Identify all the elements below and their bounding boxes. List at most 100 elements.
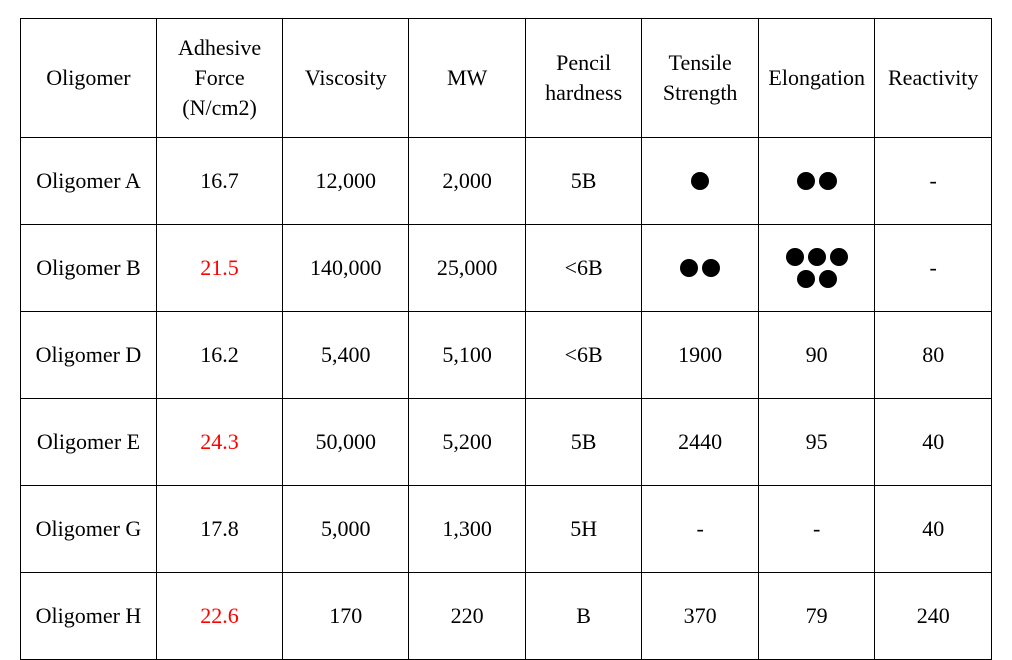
table-cell: 16.2 <box>156 312 282 399</box>
column-header: Adhesive Force (N/cm2) <box>156 19 282 138</box>
table-cell: 16.7 <box>156 138 282 225</box>
cell-value: 5,100 <box>442 342 492 367</box>
table-cell: 22.6 <box>156 573 282 660</box>
cell-value: - <box>930 255 937 280</box>
table-cell: 24.3 <box>156 399 282 486</box>
cell-value: 5,400 <box>321 342 371 367</box>
dot-icon <box>786 248 804 266</box>
table-cell: 50,000 <box>283 399 409 486</box>
cell-value: 2440 <box>678 429 722 454</box>
table-row: Oligomer A16.712,0002,0005B- <box>21 138 992 225</box>
cell-value: 40 <box>922 516 944 541</box>
column-header: Pencil hardness <box>525 19 642 138</box>
cell-value: Oligomer E <box>37 429 140 454</box>
table-header-row: OligomerAdhesive Force (N/cm2)ViscosityM… <box>21 19 992 138</box>
table-cell <box>642 225 759 312</box>
table-cell: 1,300 <box>409 486 526 573</box>
table-row: Oligomer E24.350,0005,2005B24409540 <box>21 399 992 486</box>
cell-value: Oligomer D <box>36 342 142 367</box>
cell-value: 24.3 <box>200 429 239 454</box>
dot-icon <box>680 259 698 277</box>
cell-value: - <box>930 168 937 193</box>
table-cell: 80 <box>875 312 992 399</box>
table-cell: B <box>525 573 642 660</box>
table-cell: Oligomer D <box>21 312 157 399</box>
table-row: Oligomer D16.25,4005,100<6B19009080 <box>21 312 992 399</box>
rating-dots <box>765 246 869 290</box>
column-header: Reactivity <box>875 19 992 138</box>
dot-icon <box>691 172 709 190</box>
cell-value: 17.8 <box>200 516 239 541</box>
table-cell: 5B <box>525 399 642 486</box>
cell-value: 240 <box>917 603 950 628</box>
table-cell: Oligomer H <box>21 573 157 660</box>
cell-value: 79 <box>806 603 828 628</box>
table-cell: Oligomer B <box>21 225 157 312</box>
cell-value: - <box>697 516 704 541</box>
cell-value: 1900 <box>678 342 722 367</box>
cell-value: 80 <box>922 342 944 367</box>
cell-value: 5B <box>571 168 597 193</box>
table-cell: 5,100 <box>409 312 526 399</box>
cell-value: 140,000 <box>310 255 382 280</box>
cell-value: 40 <box>922 429 944 454</box>
table-cell <box>642 138 759 225</box>
table-cell <box>758 138 875 225</box>
table-cell: Oligomer G <box>21 486 157 573</box>
table-cell: 5H <box>525 486 642 573</box>
table-cell: 5B <box>525 138 642 225</box>
dot-icon <box>702 259 720 277</box>
table-cell: 240 <box>875 573 992 660</box>
table-cell: 5,200 <box>409 399 526 486</box>
cell-value: 2,000 <box>442 168 492 193</box>
table-cell: - <box>875 138 992 225</box>
cell-value: 5H <box>570 516 597 541</box>
cell-value: Oligomer G <box>36 516 142 541</box>
table-cell: 170 <box>283 573 409 660</box>
table-cell <box>758 225 875 312</box>
dot-icon <box>797 270 815 288</box>
cell-value: B <box>576 603 591 628</box>
cell-value: 16.7 <box>200 168 239 193</box>
table-cell: 40 <box>875 486 992 573</box>
rating-dots <box>648 257 752 279</box>
cell-value: 5,000 <box>321 516 371 541</box>
cell-value: Oligomer B <box>36 255 141 280</box>
oligomer-properties-table: OligomerAdhesive Force (N/cm2)ViscosityM… <box>20 18 992 660</box>
table-cell: 1900 <box>642 312 759 399</box>
table-cell: 5,400 <box>283 312 409 399</box>
table-cell: 2440 <box>642 399 759 486</box>
cell-value: Oligomer H <box>36 603 142 628</box>
dot-icon <box>808 248 826 266</box>
table-cell: 25,000 <box>409 225 526 312</box>
column-header: Viscosity <box>283 19 409 138</box>
table-cell: 370 <box>642 573 759 660</box>
table-row: Oligomer H 22.6170 220 B 370 79 240 <box>21 573 992 660</box>
cell-value: 5,200 <box>442 429 492 454</box>
cell-value: <6B <box>565 255 603 280</box>
table-cell: Oligomer E <box>21 399 157 486</box>
cell-value: 90 <box>806 342 828 367</box>
cell-value: 5B <box>571 429 597 454</box>
rating-dots <box>765 170 869 192</box>
cell-value: 220 <box>451 603 484 628</box>
table-cell: - <box>875 225 992 312</box>
cell-value: 25,000 <box>437 255 498 280</box>
dot-icon <box>797 172 815 190</box>
cell-value: 21.5 <box>200 255 239 280</box>
table-cell: - <box>642 486 759 573</box>
table-cell: 40 <box>875 399 992 486</box>
cell-value: 16.2 <box>200 342 239 367</box>
column-header: Oligomer <box>21 19 157 138</box>
column-header: Elongation <box>758 19 875 138</box>
table-cell: 90 <box>758 312 875 399</box>
cell-value: 1,300 <box>442 516 492 541</box>
cell-value: 12,000 <box>316 168 377 193</box>
table-row: Oligomer G 17.8 5,000 1,300 5H - - 40 <box>21 486 992 573</box>
table-cell: - <box>758 486 875 573</box>
table-cell: 21.5 <box>156 225 282 312</box>
table-cell: 79 <box>758 573 875 660</box>
cell-value: 370 <box>684 603 717 628</box>
table-cell: <6B <box>525 225 642 312</box>
table-cell: 2,000 <box>409 138 526 225</box>
